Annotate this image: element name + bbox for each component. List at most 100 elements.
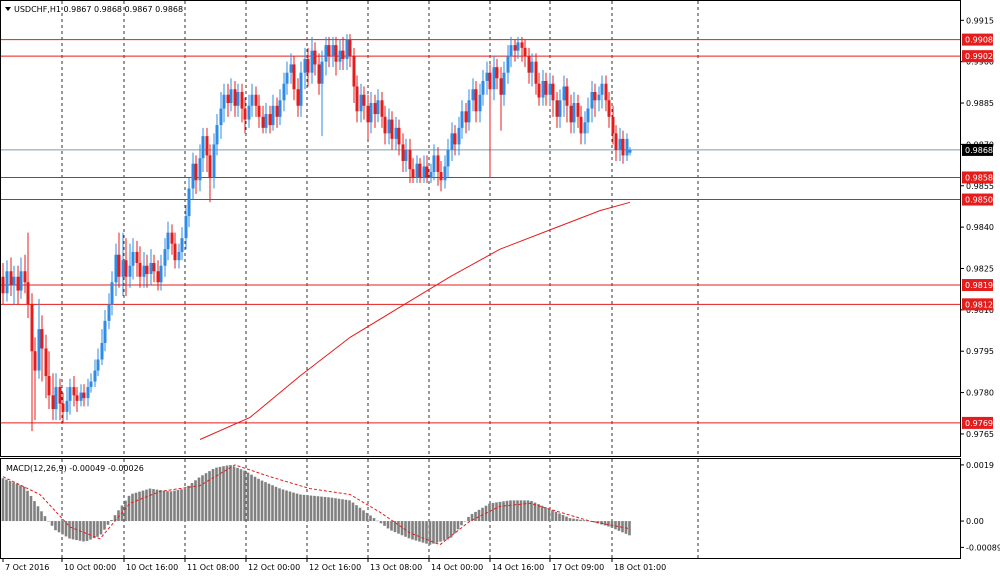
macd-bar [502,501,505,522]
candle [138,246,142,288]
level-price-tag: 0.9858 [962,171,993,184]
candle [142,251,146,288]
macd-bar [470,513,474,522]
candle [516,36,520,59]
macd-bar [537,504,540,522]
candle [58,378,62,421]
candle [33,337,37,421]
macd-bar [1,478,5,522]
candle [607,92,611,128]
macd-bar [439,521,442,542]
candle-body [432,155,436,172]
candle-body [247,105,251,120]
chart-header[interactable]: USDCHF,H1 0.9867 0.9868 0.9867 0.9868 [5,5,183,14]
macd-bar [334,498,337,522]
candle-body [611,116,615,134]
macd-bar [299,494,302,522]
macd-bar [460,521,463,526]
macd-bar [106,521,110,525]
candle [152,254,156,283]
macd-bar [131,493,134,522]
candle-body [110,282,114,305]
level-tag-text: 0.9850 [965,196,993,205]
candle-body [520,42,524,48]
candle-body [597,94,601,101]
macd-bar [271,485,274,522]
macd-bar [306,495,309,522]
dropdown-triangle-icon[interactable] [5,7,11,11]
candle [541,69,545,106]
candle [187,177,191,228]
macd-bar [159,490,162,522]
candle-body [621,138,625,156]
candle-body [404,149,408,161]
candle-body [149,262,153,274]
macd-bar [229,465,232,522]
candle [331,36,335,68]
candle-body [124,260,128,277]
candle [30,293,34,432]
macd-axis: 0.0019 0.00 -0.00089 [960,461,1000,552]
candle-body [107,304,111,321]
candle [432,144,436,181]
macd-bar [467,516,470,522]
candle [117,232,121,288]
candle-body [268,114,272,126]
candle [240,83,244,123]
candle [208,144,212,203]
candle [586,97,590,134]
candle [296,78,300,117]
candle-body [58,387,62,404]
price-tick-label: 0.9915 [966,16,994,25]
macd-bar [292,492,295,522]
level-tag-text: 0.9902 [965,52,993,61]
chart-header-text: USDCHF,H1 0.9867 0.9868 0.9867 0.9868 [14,5,183,14]
candle-body [331,45,335,57]
candle [222,83,226,123]
candle-body [201,136,205,159]
candle [401,133,405,172]
candle [621,130,625,164]
level-price-tag: 0.9812 [962,298,993,311]
candle-body [355,86,359,112]
candle [502,61,506,106]
candle-body [93,370,97,382]
candle [163,238,167,277]
macd-bar [586,520,589,522]
candle-body [509,45,513,57]
macd-bar [579,519,582,522]
level-tag-box [962,33,993,46]
macd-bar [274,486,278,522]
candle [572,92,576,134]
candle [509,36,513,68]
macd-bar [141,490,145,522]
price-tick-label: 0.9795 [966,347,994,356]
candle-body [275,105,279,117]
macd-bar [435,521,439,543]
moving-average-line [199,201,631,440]
candle-body [138,262,142,277]
macd-bar [372,518,376,522]
candle-body [625,138,629,156]
candle [275,97,279,128]
candle [576,94,580,128]
candle-body [327,45,331,57]
candle-body [443,166,447,181]
macd-bar [369,515,372,522]
candle [341,36,345,70]
candle-body [495,67,499,79]
horizontal-levels [1,39,960,424]
macd-bar [103,521,106,530]
macd-bar [47,520,50,522]
candle-body [506,56,510,73]
candle-body [390,119,394,139]
macd-bar [187,485,190,522]
macd-bar [411,521,414,540]
candle-body [65,400,69,412]
current-price-text: 0.9868 [965,146,993,155]
candle [250,83,254,117]
candle-body [583,122,587,134]
time-tick-label: 10 Oct 00:00 [64,563,116,572]
macd-bar [323,496,327,522]
